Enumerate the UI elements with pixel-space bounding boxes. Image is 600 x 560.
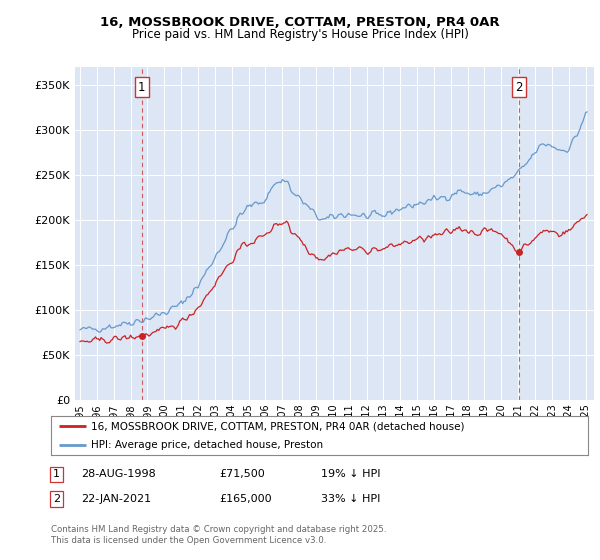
Text: 1: 1: [138, 81, 145, 94]
Text: 22-JAN-2021: 22-JAN-2021: [81, 494, 151, 504]
Text: 1: 1: [53, 469, 60, 479]
Text: 2: 2: [53, 494, 60, 504]
Text: HPI: Average price, detached house, Preston: HPI: Average price, detached house, Pres…: [91, 440, 323, 450]
Text: 16, MOSSBROOK DRIVE, COTTAM, PRESTON, PR4 0AR: 16, MOSSBROOK DRIVE, COTTAM, PRESTON, PR…: [100, 16, 500, 29]
Text: 33% ↓ HPI: 33% ↓ HPI: [321, 494, 380, 504]
Text: Price paid vs. HM Land Registry's House Price Index (HPI): Price paid vs. HM Land Registry's House …: [131, 28, 469, 41]
Text: £71,500: £71,500: [219, 469, 265, 479]
Text: Contains HM Land Registry data © Crown copyright and database right 2025.
This d: Contains HM Land Registry data © Crown c…: [51, 525, 386, 545]
Text: 28-AUG-1998: 28-AUG-1998: [81, 469, 156, 479]
Text: 19% ↓ HPI: 19% ↓ HPI: [321, 469, 380, 479]
Text: £165,000: £165,000: [219, 494, 272, 504]
Text: 16, MOSSBROOK DRIVE, COTTAM, PRESTON, PR4 0AR (detached house): 16, MOSSBROOK DRIVE, COTTAM, PRESTON, PR…: [91, 422, 465, 432]
Text: 2: 2: [515, 81, 523, 94]
